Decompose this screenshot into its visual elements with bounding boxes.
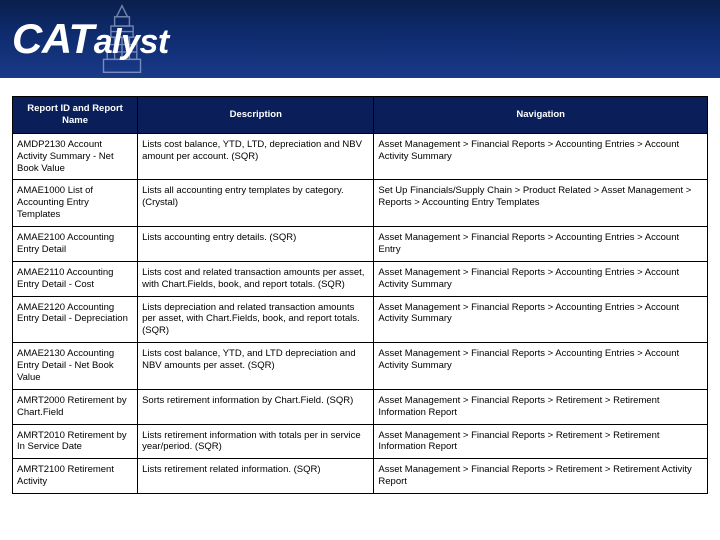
cell-report-id: AMRT2100 Retirement Activity <box>13 459 138 494</box>
cell-navigation: Set Up Financials/Supply Chain > Product… <box>374 180 708 227</box>
cell-description: Lists all accounting entry templates by … <box>138 180 374 227</box>
cell-navigation: Asset Management > Financial Reports > R… <box>374 389 708 424</box>
table-row: AMRT2000 Retirement by Chart.FieldSorts … <box>13 389 708 424</box>
brand-logo: CATalyst <box>12 15 169 63</box>
reports-table-container: Report ID and Report Name Description Na… <box>0 78 720 494</box>
cell-description: Lists cost balance, YTD, LTD, depreciati… <box>138 133 374 180</box>
cell-navigation: Asset Management > Financial Reports > A… <box>374 343 708 390</box>
cell-description: Lists cost balance, YTD, and LTD depreci… <box>138 343 374 390</box>
cell-description: Lists accounting entry details. (SQR) <box>138 227 374 262</box>
col-header-navigation: Navigation <box>374 97 708 134</box>
col-header-report-id: Report ID and Report Name <box>13 97 138 134</box>
cell-description: Lists retirement related information. (S… <box>138 459 374 494</box>
table-row: AMRT2100 Retirement ActivityLists retire… <box>13 459 708 494</box>
table-row: AMAE2110 Accounting Entry Detail - CostL… <box>13 261 708 296</box>
table-row: AMAE2130 Accounting Entry Detail - Net B… <box>13 343 708 390</box>
cell-description: Lists depreciation and related transacti… <box>138 296 374 343</box>
table-row: AMRT2010 Retirement by In Service DateLi… <box>13 424 708 459</box>
cell-report-id: AMAE2120 Accounting Entry Detail - Depre… <box>13 296 138 343</box>
cell-report-id: AMRT2010 Retirement by In Service Date <box>13 424 138 459</box>
cell-report-id: AMRT2000 Retirement by Chart.Field <box>13 389 138 424</box>
table-row: AMAE2100 Accounting Entry DetailLists ac… <box>13 227 708 262</box>
col-header-description: Description <box>138 97 374 134</box>
cell-navigation: Asset Management > Financial Reports > A… <box>374 296 708 343</box>
table-row: AMAE2120 Accounting Entry Detail - Depre… <box>13 296 708 343</box>
brand-text: CATalyst <box>12 15 169 63</box>
cell-navigation: Asset Management > Financial Reports > R… <box>374 424 708 459</box>
cell-navigation: Asset Management > Financial Reports > R… <box>374 459 708 494</box>
page-header: CATalyst <box>0 0 720 78</box>
cell-navigation: Asset Management > Financial Reports > A… <box>374 133 708 180</box>
table-row: AMDP2130 Account Activity Summary - Net … <box>13 133 708 180</box>
table-row: AMAE1000 List of Accounting Entry Templa… <box>13 180 708 227</box>
cell-description: Lists cost and related transaction amoun… <box>138 261 374 296</box>
cell-report-id: AMAE2100 Accounting Entry Detail <box>13 227 138 262</box>
cell-report-id: AMAE2110 Accounting Entry Detail - Cost <box>13 261 138 296</box>
table-header-row: Report ID and Report Name Description Na… <box>13 97 708 134</box>
reports-table: Report ID and Report Name Description Na… <box>12 96 708 494</box>
cell-report-id: AMDP2130 Account Activity Summary - Net … <box>13 133 138 180</box>
cell-navigation: Asset Management > Financial Reports > A… <box>374 227 708 262</box>
cell-report-id: AMAE2130 Accounting Entry Detail - Net B… <box>13 343 138 390</box>
cell-navigation: Asset Management > Financial Reports > A… <box>374 261 708 296</box>
cell-report-id: AMAE1000 List of Accounting Entry Templa… <box>13 180 138 227</box>
cell-description: Lists retirement information with totals… <box>138 424 374 459</box>
cell-description: Sorts retirement information by Chart.Fi… <box>138 389 374 424</box>
